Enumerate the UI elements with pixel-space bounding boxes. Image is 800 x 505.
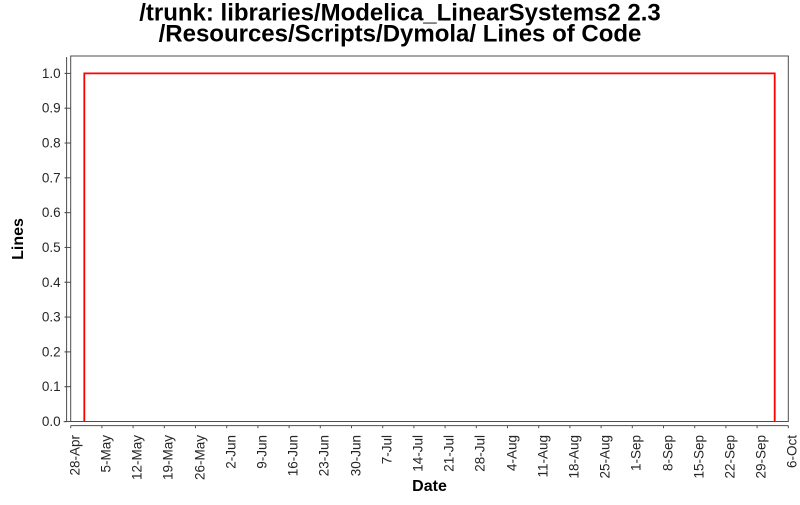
svg-text:0.3: 0.3 bbox=[42, 310, 61, 325]
svg-text:0.0: 0.0 bbox=[42, 414, 61, 429]
svg-text:/Resources/Scripts/Dymola/ Lin: /Resources/Scripts/Dymola/ Lines of Code bbox=[159, 21, 642, 48]
svg-text:0.6: 0.6 bbox=[42, 205, 61, 220]
svg-text:0.9: 0.9 bbox=[42, 101, 61, 116]
svg-text:0.2: 0.2 bbox=[42, 344, 61, 359]
svg-text:0.8: 0.8 bbox=[42, 136, 61, 151]
svg-text:1.0: 1.0 bbox=[42, 66, 61, 81]
svg-text:0.7: 0.7 bbox=[42, 170, 61, 185]
svg-text:0.5: 0.5 bbox=[42, 240, 61, 255]
svg-text:0.1: 0.1 bbox=[42, 379, 61, 394]
svg-text:Date: Date bbox=[412, 478, 447, 495]
svg-text:0.4: 0.4 bbox=[42, 275, 61, 290]
